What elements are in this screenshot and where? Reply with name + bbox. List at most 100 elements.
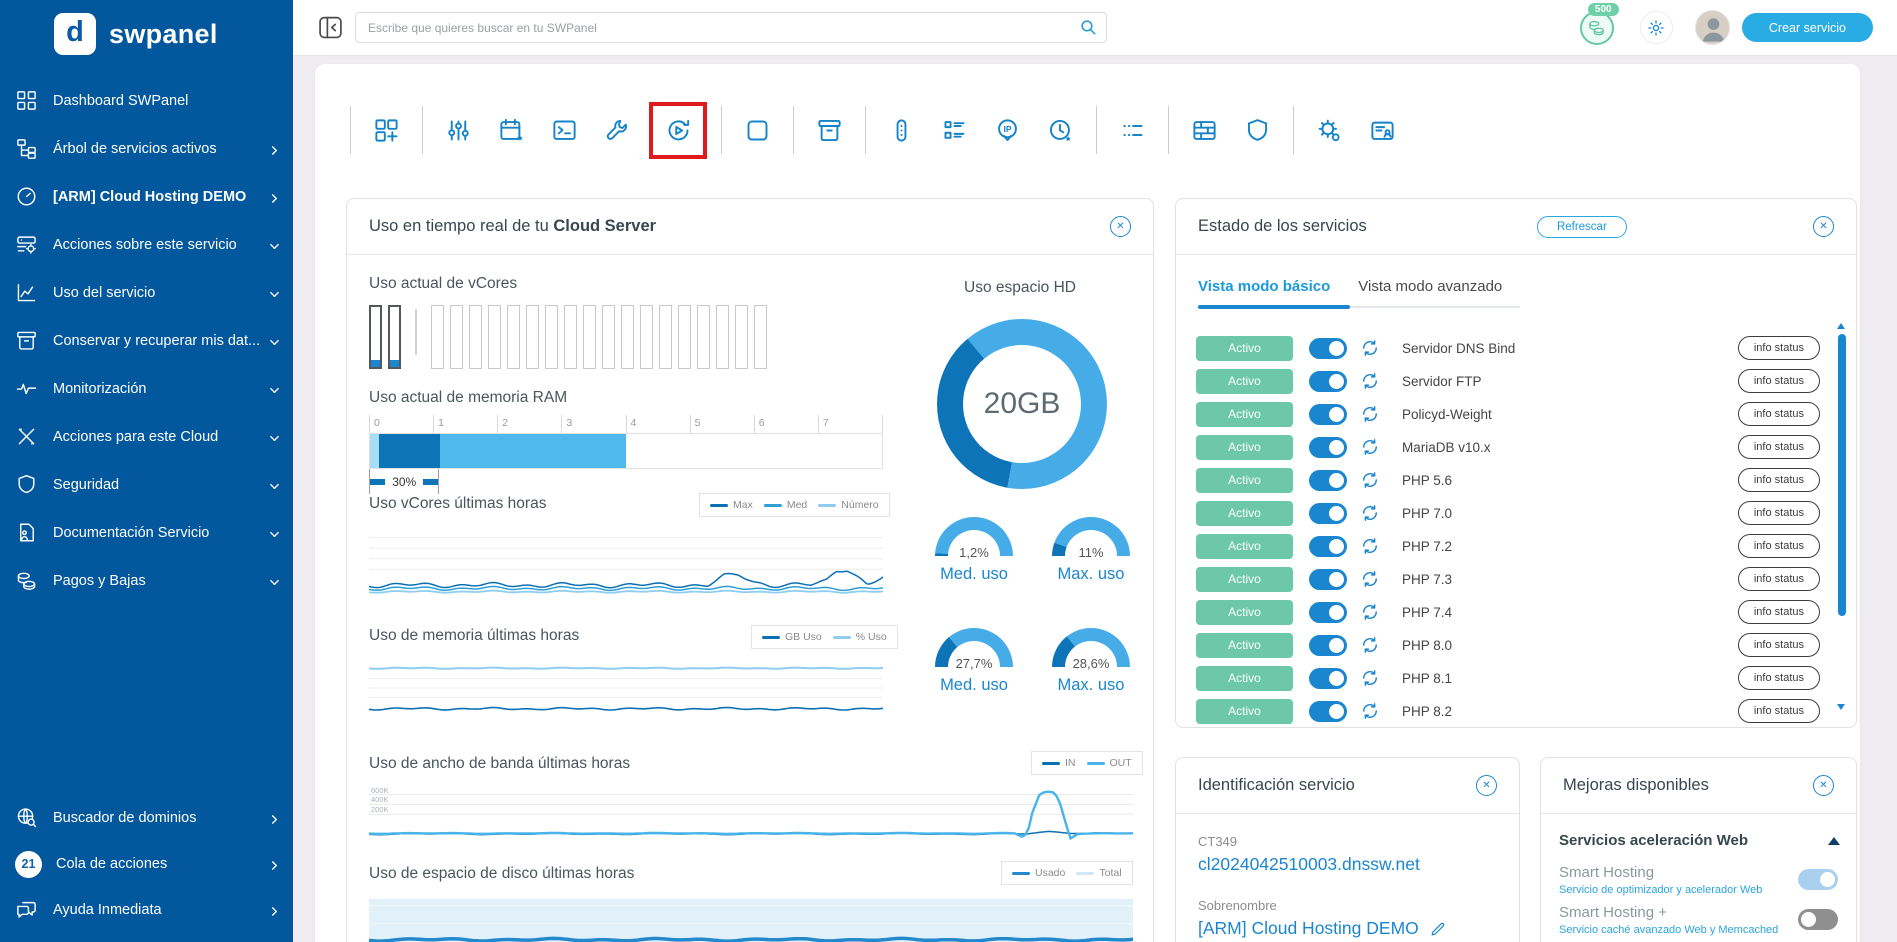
improvement-toggle-0[interactable] — [1798, 869, 1838, 890]
toolbar-list-config-button[interactable] — [941, 117, 968, 144]
web-acceleration-section[interactable]: Servicios aceleración Web — [1559, 832, 1840, 849]
sidebar-item-services-tree[interactable]: Árbol de servicios activos — [0, 125, 293, 173]
service-toggle-10[interactable] — [1309, 667, 1347, 689]
toolbar-archive-button[interactable] — [816, 117, 843, 144]
toolbar-server-button[interactable] — [888, 117, 915, 144]
toolbar-dashboard-add-button[interactable] — [373, 117, 400, 144]
close-icon[interactable]: ✕ — [1812, 216, 1834, 237]
sidebar-item-security[interactable]: Seguridad — [0, 461, 293, 509]
service-toggle-3[interactable] — [1309, 436, 1347, 458]
service-toggle-6[interactable] — [1309, 535, 1347, 557]
info-status-button[interactable]: info status — [1737, 468, 1820, 492]
service-toggle-8[interactable] — [1309, 601, 1347, 623]
info-status-button[interactable]: info status — [1737, 435, 1820, 459]
scrollbar-down-arrow[interactable] — [1837, 704, 1845, 710]
service-toggle-11[interactable] — [1309, 700, 1347, 722]
toolbar-separator — [721, 106, 722, 154]
service-restart-icon[interactable] — [1360, 338, 1380, 358]
service-restart-icon[interactable] — [1360, 602, 1380, 622]
sidebar-item-dashboard[interactable]: Dashboard SWPanel — [0, 77, 293, 125]
tab-basic-view[interactable]: Vista modo básico — [1198, 278, 1331, 295]
user-avatar[interactable] — [1694, 10, 1730, 45]
service-restart-icon[interactable] — [1360, 371, 1380, 391]
service-restart-icon[interactable] — [1360, 701, 1380, 721]
service-toggle-0[interactable] — [1309, 337, 1347, 359]
close-icon[interactable]: ✕ — [1476, 775, 1497, 796]
sidebar-item-action-queue[interactable]: 21 Cola de acciones — [0, 841, 293, 887]
toolbar-restart-button[interactable] — [665, 117, 692, 144]
service-restart-icon[interactable] — [1360, 569, 1380, 589]
improvement-description-link[interactable]: Servicio de optimizador y acelerador Web — [1559, 884, 1763, 896]
create-service-button[interactable]: Crear servicio — [1741, 13, 1873, 42]
usage-gauge: 11% — [1052, 517, 1130, 559]
sidebar-item-backup[interactable]: Conservar y recuperar mis dat... — [0, 317, 293, 365]
toolbar-shield-button[interactable] — [1244, 117, 1271, 144]
service-restart-icon[interactable] — [1360, 635, 1380, 655]
toolbar-firewall-button[interactable] — [1191, 117, 1218, 144]
service-toggle-2[interactable] — [1309, 403, 1347, 425]
service-name: PHP 8.1 — [1402, 670, 1453, 686]
service-restart-icon[interactable] — [1360, 536, 1380, 556]
info-status-button[interactable]: info status — [1737, 336, 1820, 360]
sidebar-item-cloud-actions[interactable]: Acciones para este Cloud — [0, 413, 293, 461]
sidebar-item-monitoring[interactable]: Monitorización — [0, 365, 293, 413]
improvement-toggle-1[interactable] — [1798, 909, 1838, 930]
close-icon[interactable]: ✕ — [1813, 775, 1834, 796]
sidebar-item-domain-search[interactable]: Buscador de dominios — [0, 795, 293, 841]
service-restart-icon[interactable] — [1360, 668, 1380, 688]
info-status-button[interactable]: info status — [1737, 534, 1820, 558]
toolbar-antivirus-button[interactable] — [1316, 117, 1343, 144]
service-toggle-1[interactable] — [1309, 370, 1347, 392]
services-scrollbar[interactable] — [1838, 334, 1846, 616]
topbar: 500 Crear servicio — [293, 0, 1897, 56]
toolbar-clock-config-button[interactable] — [1047, 117, 1074, 144]
toolbar-screen-button[interactable] — [744, 117, 771, 144]
available-improvements-panel: Mejoras disponibles ✕ Servicios acelerac… — [1540, 757, 1857, 942]
sidebar-item-instant-help[interactable]: Ayuda Inmediata — [0, 887, 293, 933]
service-toggle-4[interactable] — [1309, 469, 1347, 491]
service-restart-icon[interactable] — [1360, 437, 1380, 457]
sidebar-item-arm-cloud-hosting[interactable]: [ARM] Cloud Hosting DEMO — [0, 173, 293, 221]
settings-button[interactable] — [1639, 11, 1673, 44]
service-toggle-7[interactable] — [1309, 568, 1347, 590]
info-status-button[interactable]: info status — [1737, 369, 1820, 393]
sidebar-item-payments[interactable]: Pagos y Bajas — [0, 557, 293, 605]
info-status-button[interactable]: info status — [1737, 402, 1820, 426]
service-restart-icon[interactable] — [1360, 404, 1380, 424]
service-toggle-9[interactable] — [1309, 634, 1347, 656]
toolbar-terminal-button[interactable] — [551, 117, 578, 144]
improvement-description-link[interactable]: Servicio caché avanzado Web y Memcached — [1559, 924, 1779, 936]
refresh-services-button[interactable]: Refrescar — [1536, 215, 1627, 238]
service-name: Servidor FTP — [1402, 373, 1482, 389]
vcore-active-bar — [388, 305, 401, 369]
memory-chart — [369, 663, 883, 715]
info-status-button[interactable]: info status — [1737, 567, 1820, 591]
info-status-button[interactable]: info status — [1737, 600, 1820, 624]
sidebar-item-service-actions[interactable]: Acciones sobre este servicio — [0, 221, 293, 269]
info-status-button[interactable]: info status — [1737, 501, 1820, 525]
scrollbar-up-arrow[interactable] — [1837, 323, 1845, 329]
toolbar-wrench-button[interactable] — [604, 117, 631, 144]
toolbar-id-card-button[interactable] — [1369, 117, 1396, 144]
logo[interactable]: d swpanel — [0, 0, 293, 55]
service-restart-icon[interactable] — [1360, 470, 1380, 490]
info-status-button[interactable]: info status — [1737, 633, 1820, 657]
service-restart-icon[interactable] — [1360, 503, 1380, 523]
toolbar-dotted-list-button[interactable] — [1119, 117, 1146, 144]
search-input[interactable] — [355, 12, 1107, 43]
edit-nickname-icon[interactable] — [1429, 920, 1447, 938]
toolbar-ip-button[interactable]: IP — [994, 117, 1021, 144]
info-status-button[interactable]: info status — [1737, 699, 1820, 723]
info-status-button[interactable]: info status — [1737, 666, 1820, 690]
search-icon[interactable] — [1079, 18, 1097, 36]
toolbar-sliders-button[interactable] — [445, 117, 472, 144]
service-hostname-link[interactable]: cl2024042510003.dnssw.net — [1198, 854, 1420, 874]
tab-advanced-view[interactable]: Vista modo avanzado — [1358, 278, 1503, 295]
credits-button[interactable]: 500 — [1579, 2, 1619, 45]
service-toggle-5[interactable] — [1309, 502, 1347, 524]
toolbar-calendar-config-button[interactable] — [498, 117, 525, 144]
sidebar-item-service-usage[interactable]: Uso del servicio — [0, 269, 293, 317]
sidebar-item-documentation[interactable]: Documentación Servicio — [0, 509, 293, 557]
sidebar-collapse-button[interactable] — [318, 14, 343, 41]
close-icon[interactable]: ✕ — [1110, 216, 1131, 237]
